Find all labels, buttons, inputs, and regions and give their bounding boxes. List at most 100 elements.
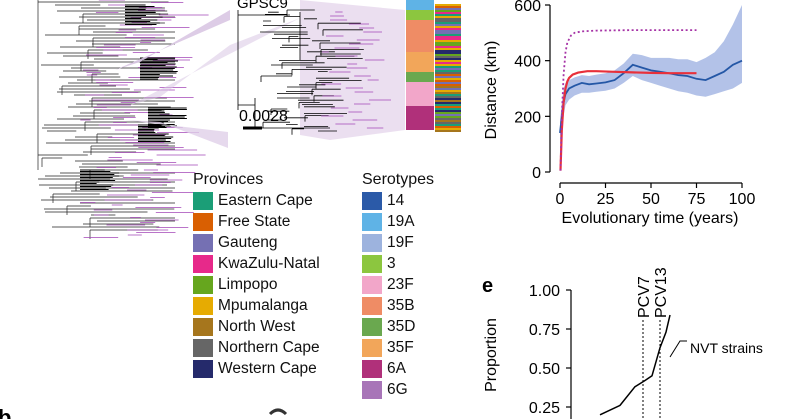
province-stripe <box>435 102 461 104</box>
serotype-annotation-column <box>406 0 434 130</box>
y-tick-label: 0.25 <box>529 400 560 417</box>
y-tick-label: 0.75 <box>529 322 560 339</box>
province-legend-label: Mpumalanga <box>218 296 308 314</box>
y-tick-label: 400 <box>514 54 541 71</box>
serotypes-legend-title: Serotypes <box>362 171 435 188</box>
y-tick-label: 600 <box>514 0 541 15</box>
province-stripe <box>435 48 461 50</box>
province-swatch <box>193 191 213 210</box>
scale-label: 0.0028 <box>239 108 288 125</box>
province-legend-item: Free State <box>193 211 320 232</box>
serotype-segment <box>406 0 434 10</box>
province-stripe <box>435 70 461 72</box>
province-stripe <box>435 126 461 128</box>
province-stripe <box>435 14 461 16</box>
province-legend-item: Limpopo <box>193 274 320 295</box>
province-stripe <box>435 12 461 14</box>
x-tick-label: 75 <box>688 191 706 208</box>
big-tree-dense-tips <box>125 4 163 25</box>
province-stripe <box>435 18 461 20</box>
serotype-segment <box>406 52 434 72</box>
panel-e-label: e <box>482 275 493 297</box>
serotype-swatch <box>362 317 382 336</box>
province-stripe <box>435 6 461 8</box>
province-legend-item: Mpumalanga <box>193 295 320 316</box>
province-stripe <box>435 88 461 90</box>
y-tick-label: 1.00 <box>529 283 560 300</box>
serotype-legend-label: 23F <box>387 275 414 293</box>
serotype-legend-item: 19F <box>362 232 434 253</box>
province-stripe <box>435 68 461 70</box>
serotype-swatch <box>362 212 382 231</box>
province-annotation-column <box>435 4 461 132</box>
clade-label: GPSC9 <box>237 0 288 12</box>
province-stripe <box>435 40 461 42</box>
serotype-legend-label: 35B <box>387 296 415 314</box>
province-swatch <box>193 359 213 378</box>
province-stripe <box>435 116 461 118</box>
province-stripe <box>435 112 461 114</box>
province-stripe <box>435 10 461 12</box>
province-swatch <box>193 254 213 273</box>
series-nvt-line <box>599 314 671 416</box>
y-axis-label: Distance (km) <box>483 41 500 140</box>
serotype-segment <box>406 32 434 52</box>
big-tree-highlighted-branches <box>80 0 209 238</box>
province-stripe <box>435 86 461 88</box>
province-stripe <box>435 34 461 36</box>
province-stripe <box>435 98 461 100</box>
provinces-legend-title: Provinces <box>193 171 264 188</box>
big-tree-dense-tips <box>138 124 174 142</box>
province-stripe <box>435 114 461 116</box>
serotype-legend-label: 6G <box>387 380 408 398</box>
small-tree-branches <box>237 9 364 135</box>
province-legend-label: Eastern Cape <box>218 191 313 209</box>
provinces-legend: Provinces Eastern Cape Free State Gauteng K… <box>193 170 320 379</box>
serotype-swatch <box>362 359 382 378</box>
series-blue-line <box>559 59 743 134</box>
serotype-swatch <box>362 296 382 315</box>
province-legend-item: North West <box>193 316 320 337</box>
serotype-legend-item: 23F <box>362 274 434 295</box>
province-legend-label: KwaZulu-Natal <box>218 254 320 272</box>
province-stripe <box>435 74 461 76</box>
serotype-swatch <box>362 380 382 399</box>
serotype-segment <box>406 82 434 106</box>
province-stripe <box>435 22 461 24</box>
x-axis-label: Evolutionary time (years) <box>562 210 739 227</box>
serotype-legend-item: 6A <box>362 358 434 379</box>
province-legend-label: Free State <box>218 212 291 230</box>
serotype-swatch <box>362 275 382 294</box>
serotype-swatch <box>362 233 382 252</box>
province-stripe <box>435 50 461 52</box>
province-stripe <box>435 16 461 18</box>
big-tree-dense-tips <box>140 57 178 80</box>
distance-chart: 0 200 400 600 0 25 50 75 100 Evolutionary time (y… <box>483 0 755 227</box>
serotype-legend-item: 14 <box>362 190 434 211</box>
serotype-legend-item: 35D <box>362 316 434 337</box>
province-legend-label: Limpopo <box>218 275 278 293</box>
province-stripe <box>435 110 461 112</box>
big-tree-dense-tips <box>80 169 120 190</box>
serotype-legend-label: 35D <box>387 317 416 335</box>
small-tree-highlighted-branches <box>321 11 391 129</box>
panel-b-tree-fragment <box>268 408 288 416</box>
province-stripe <box>435 76 461 78</box>
province-legend-item: KwaZulu-Natal <box>193 253 320 274</box>
province-legend-item: Northern Cape <box>193 337 320 358</box>
nvt-label-leader <box>669 340 687 358</box>
serotype-swatch <box>362 338 382 357</box>
province-stripe <box>435 64 461 66</box>
province-swatch <box>193 296 213 315</box>
province-stripe <box>435 32 461 34</box>
serotype-legend-label: 19A <box>387 212 415 230</box>
province-stripe <box>435 84 461 86</box>
province-stripe <box>435 46 461 48</box>
big-tree-branches <box>37 0 175 239</box>
province-stripe <box>435 94 461 96</box>
y-tick-label: 0.50 <box>529 361 560 378</box>
series-red-line <box>559 70 697 171</box>
vaccine-label: PCV13 <box>653 267 670 318</box>
serotype-segment <box>406 20 434 32</box>
province-swatch <box>193 317 213 336</box>
